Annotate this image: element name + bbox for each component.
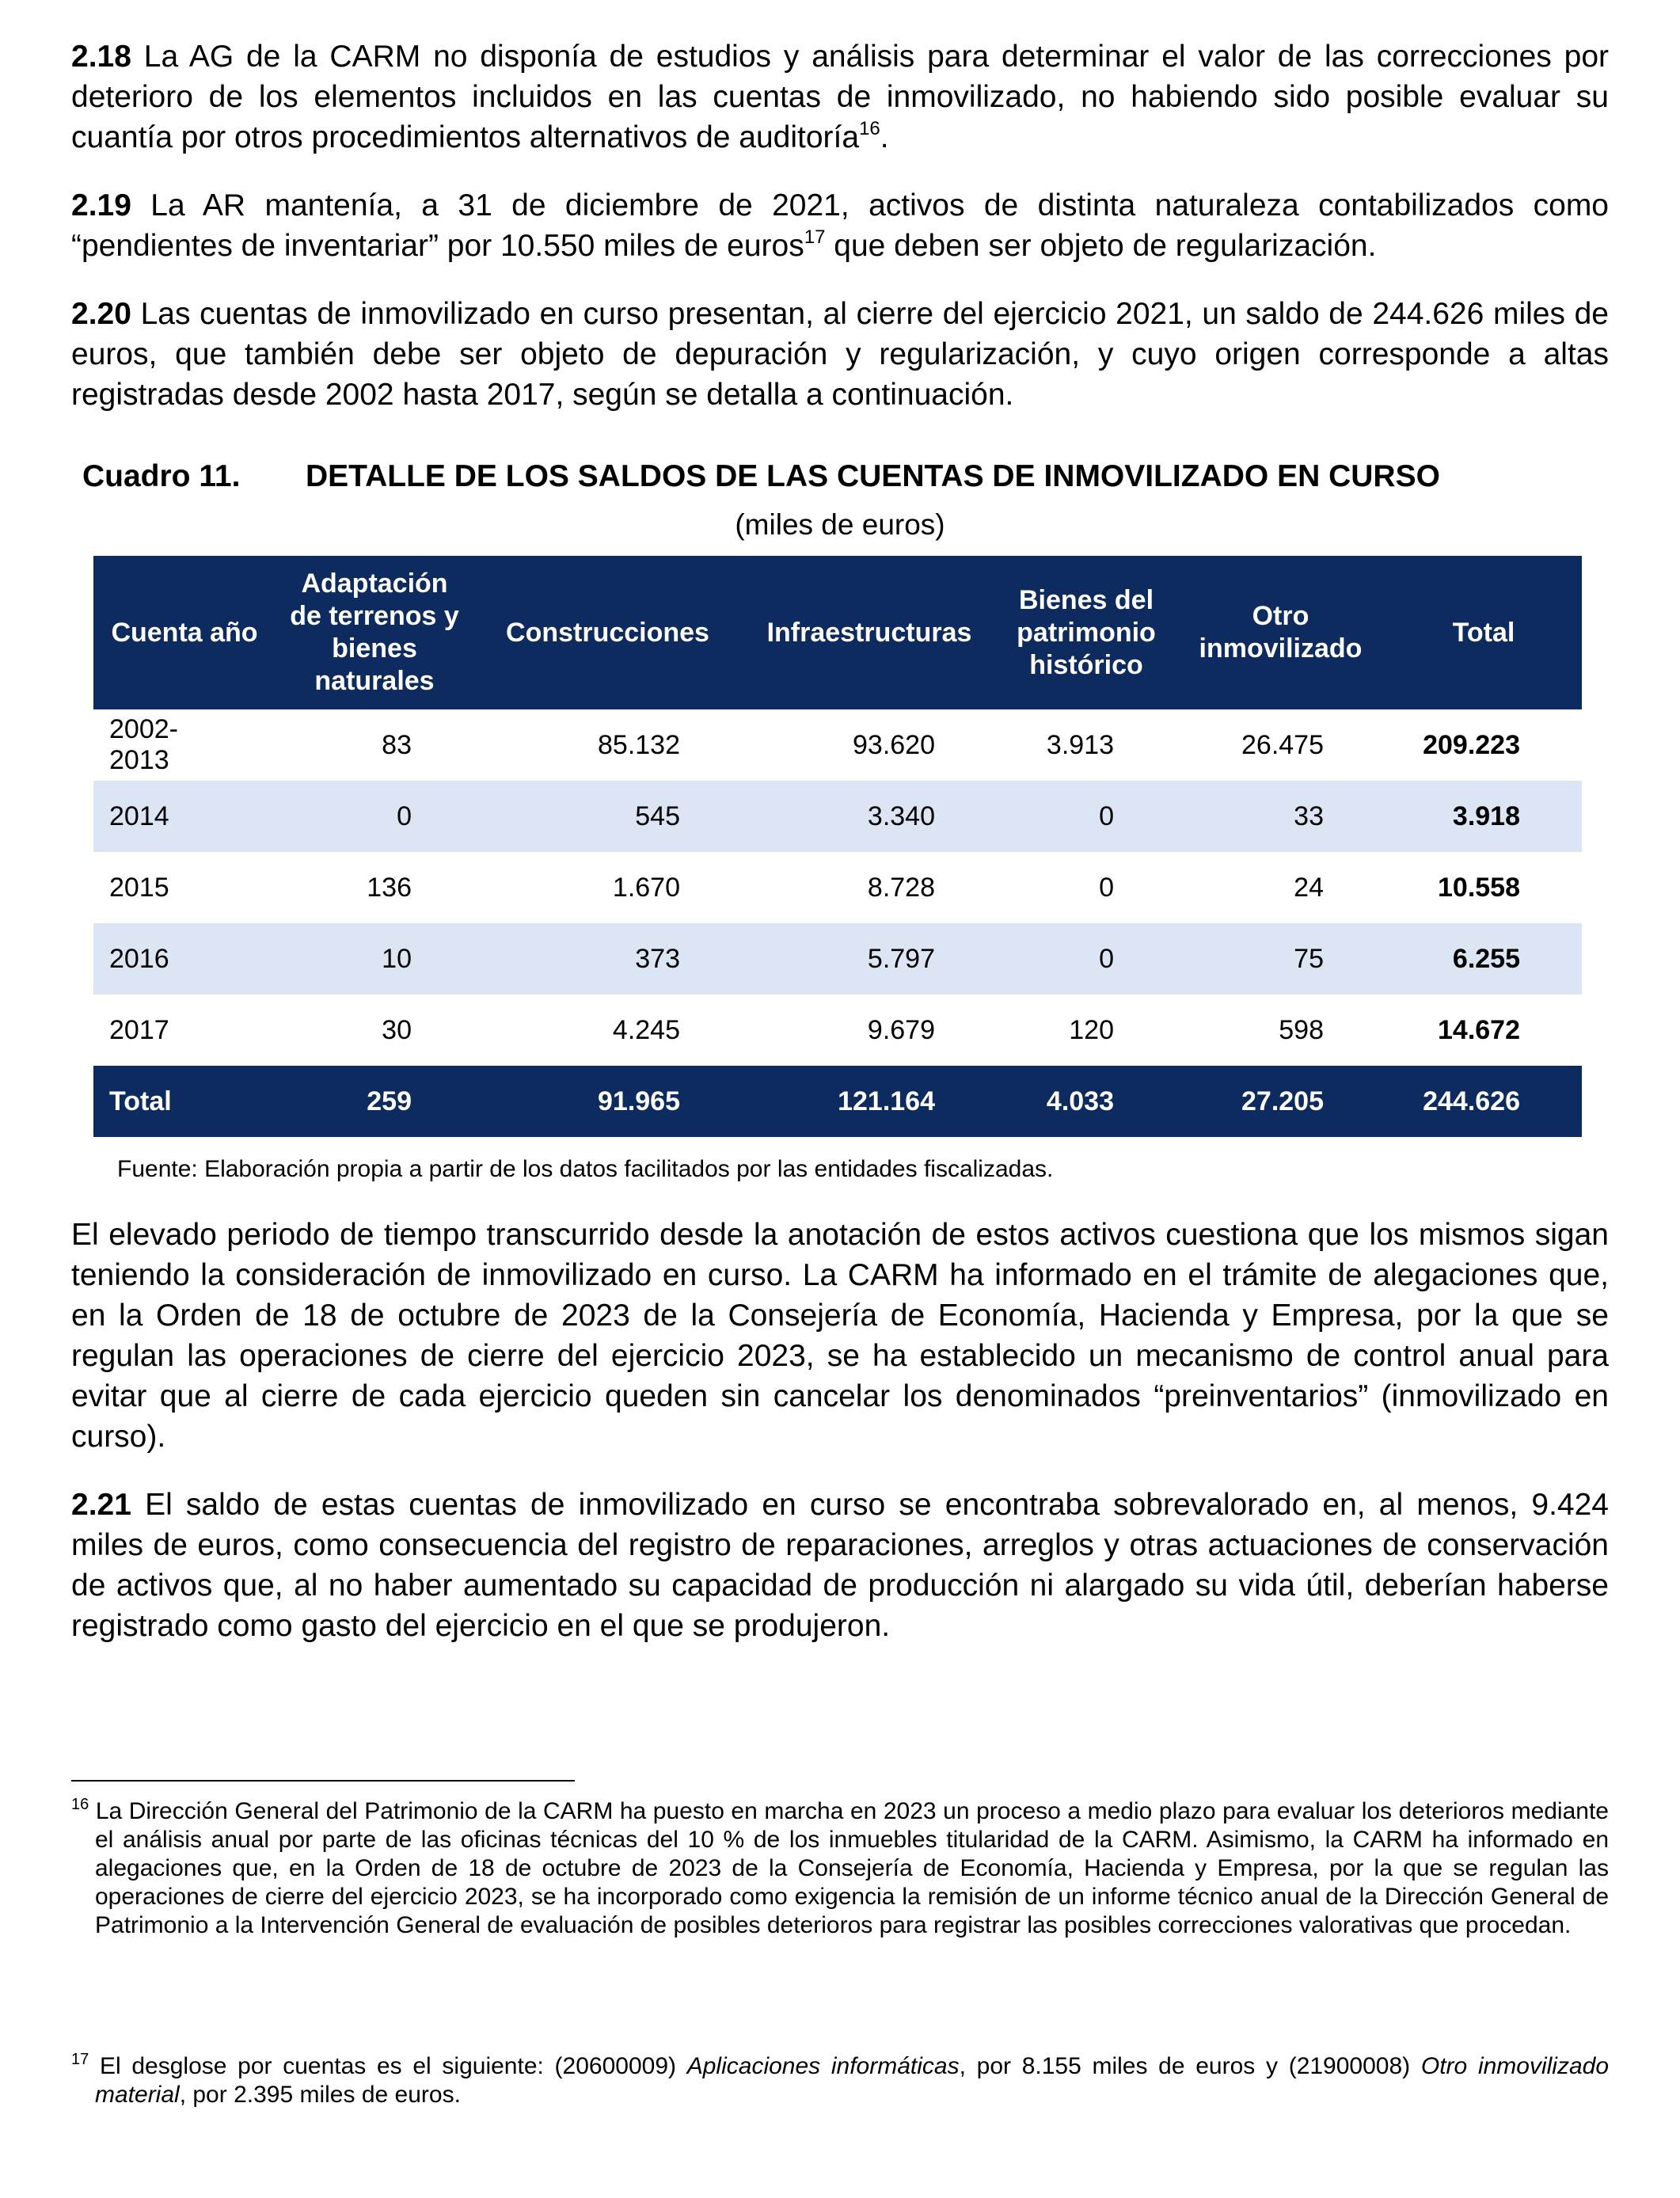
footnote: 16 La Dirección General del Patrimonio d… [71,1797,1609,1940]
table-cell: 2002-2013 [109,714,178,775]
footnote-number: 16 [71,1796,89,1813]
footnote-rule [71,1780,575,1782]
table-label: Cuadro 11. [82,459,241,493]
paragraph: 2.18 La AG de la CARM no disponía de est… [71,36,1609,158]
footnote: 17 El desglose por cuentas es el siguien… [71,2052,1609,2109]
table-cell: 24 [1294,872,1324,903]
header-row: Cuenta año Adaptación de terrenos y biene… [93,556,1582,709]
paragraph-text: El saldo de estas cuentas de inmovilizad… [71,1488,1609,1643]
table-row: 2002-2013 83 85.132 93.620 3.913 26.475 209.22… [93,709,1582,781]
table-cell: 83 [382,729,412,760]
paragraph-text: . [880,120,889,154]
paragraph-text: El elevado periodo de tiempo transcurrid… [71,1218,1609,1454]
table-cell: 85.132 [598,729,680,760]
total-cell: 121.164 [742,1066,997,1137]
total-cell: Total [93,1066,276,1137]
header-cell: Bienes del patrimonio histórico [997,556,1176,709]
table-unit: (miles de euros) [735,508,945,541]
paragraph-text: La AG de la CARM no disponía de estudios… [71,40,1609,154]
table-caption: Cuadro 11. DETALLE DE LOS SALDOS DE LAS … [82,459,1609,494]
table-cell: 93.620 [853,729,935,760]
table-cell: 2015 [109,872,169,903]
total-cell: 4.033 [997,1066,1176,1137]
footnote-number: 17 [71,2051,89,2068]
header-cell: Construcciones [473,556,742,709]
table-row: 2016 10 373 5.797 0 75 6.255 [93,923,1582,994]
table-cell: 2014 [93,781,276,852]
header-cell: Infraestructuras [742,556,997,709]
footnote-italic: Otro inmovilizado material [95,2053,1610,2108]
header-cell: Cuenta año [93,556,276,709]
total-cell: 27.205 [1176,1066,1385,1137]
footnote-italic: Aplicaciones informáticas [686,2053,960,2079]
paragraph-number: 2.19 [71,188,131,222]
paragraph-text: Las cuentas de inmovilizado en curso pre… [71,297,1609,412]
table-cell: 136 [367,872,412,903]
table-title: DETALLE DE LOS SALDOS DE LAS CUENTAS DE … [306,459,1440,493]
table-cell: 0 [276,781,473,852]
paragraph: 2.19 La AR mantenía, a 31 de diciembre d… [71,185,1609,266]
table-cell: 6.255 [1385,923,1582,994]
table-cell: 0 [1099,872,1114,903]
paragraph: El elevado periodo de tiempo transcurrid… [71,1215,1609,1457]
footnote-text: La Dirección General del Patrimonio de l… [95,1798,1609,1938]
table-row: 2017 30 4.245 9.679 120 598 14.672 [93,994,1582,1066]
document: 2.18 La AG de la CARM no disponía de est… [71,0,1609,2108]
header-cell: Adaptación de terrenos y bienes naturale… [276,556,473,709]
table-source: Fuente: Elaboración propia a partir de l… [117,1156,1054,1182]
footnote-ref: 17 [804,226,826,248]
table-row: 2015 136 1.670 8.728 0 24 10.558 [93,852,1582,923]
footnote-ref: 16 [859,118,880,139]
table-cell: 30 [382,1014,412,1045]
table-cell: 10 [276,923,473,994]
header-cell: Total [1385,556,1582,709]
table-cell: 14.672 [1438,1014,1520,1045]
total-cell: 244.626 [1385,1066,1582,1137]
table-cell: 120 [1069,1014,1114,1045]
table-cell: 5.797 [742,923,997,994]
footnote-text: El desglose por cuentas es el siguiente:… [99,2053,677,2079]
paragraph: 2.20 Las cuentas de inmovilizado en curs… [71,294,1609,415]
table-cell: 209.223 [1423,729,1520,760]
footnote-text: , por 2.395 miles de euros. [179,2082,461,2108]
total-row: Total 259 91.965 121.164 4.033 27.205 244.626 [93,1066,1582,1137]
paragraph-number: 2.20 [71,297,131,331]
paragraph-number: 2.21 [71,1488,131,1522]
total-cell: 259 [276,1066,473,1137]
table-cell: 8.728 [867,872,935,903]
table-cell: 1.670 [612,872,680,903]
table-cell: 545 [473,781,742,852]
table-cell: 10.558 [1438,872,1520,903]
table: Cuenta año Adaptación de terrenos y biene… [93,556,1582,1137]
table-row: 2014 0 545 3.340 0 33 3.918 [93,781,1582,852]
paragraph-text: La AR mantenía, a 31 de diciembre de 202… [71,188,1609,263]
table-cell: 4.245 [612,1014,680,1045]
table-cell: 33 [1176,781,1385,852]
table-cell: 3.340 [742,781,997,852]
total-cell: 91.965 [473,1066,742,1137]
table-cell: 373 [473,923,742,994]
footnote-text: , por 8.155 miles de euros y (21900008) [959,2053,1411,2079]
table-cell: 75 [1176,923,1385,994]
table-cell: 2016 [93,923,276,994]
table-cell: 2017 [109,1014,169,1045]
table-cell: 598 [1279,1014,1324,1045]
table-cell: 3.918 [1385,781,1582,852]
table-cell: 0 [997,923,1176,994]
paragraph-number: 2.18 [71,40,131,74]
paragraph: 2.21 El saldo de estas cuentas de inmovi… [71,1485,1609,1646]
paragraph-text: que deben ser objeto de regularización. [834,229,1377,263]
table-cell: 26.475 [1241,729,1324,760]
header-cell: Otro inmovilizado [1176,556,1385,709]
table-cell: 3.913 [1046,729,1114,760]
table-cell: 9.679 [867,1014,935,1045]
table-cell: 0 [997,781,1176,852]
